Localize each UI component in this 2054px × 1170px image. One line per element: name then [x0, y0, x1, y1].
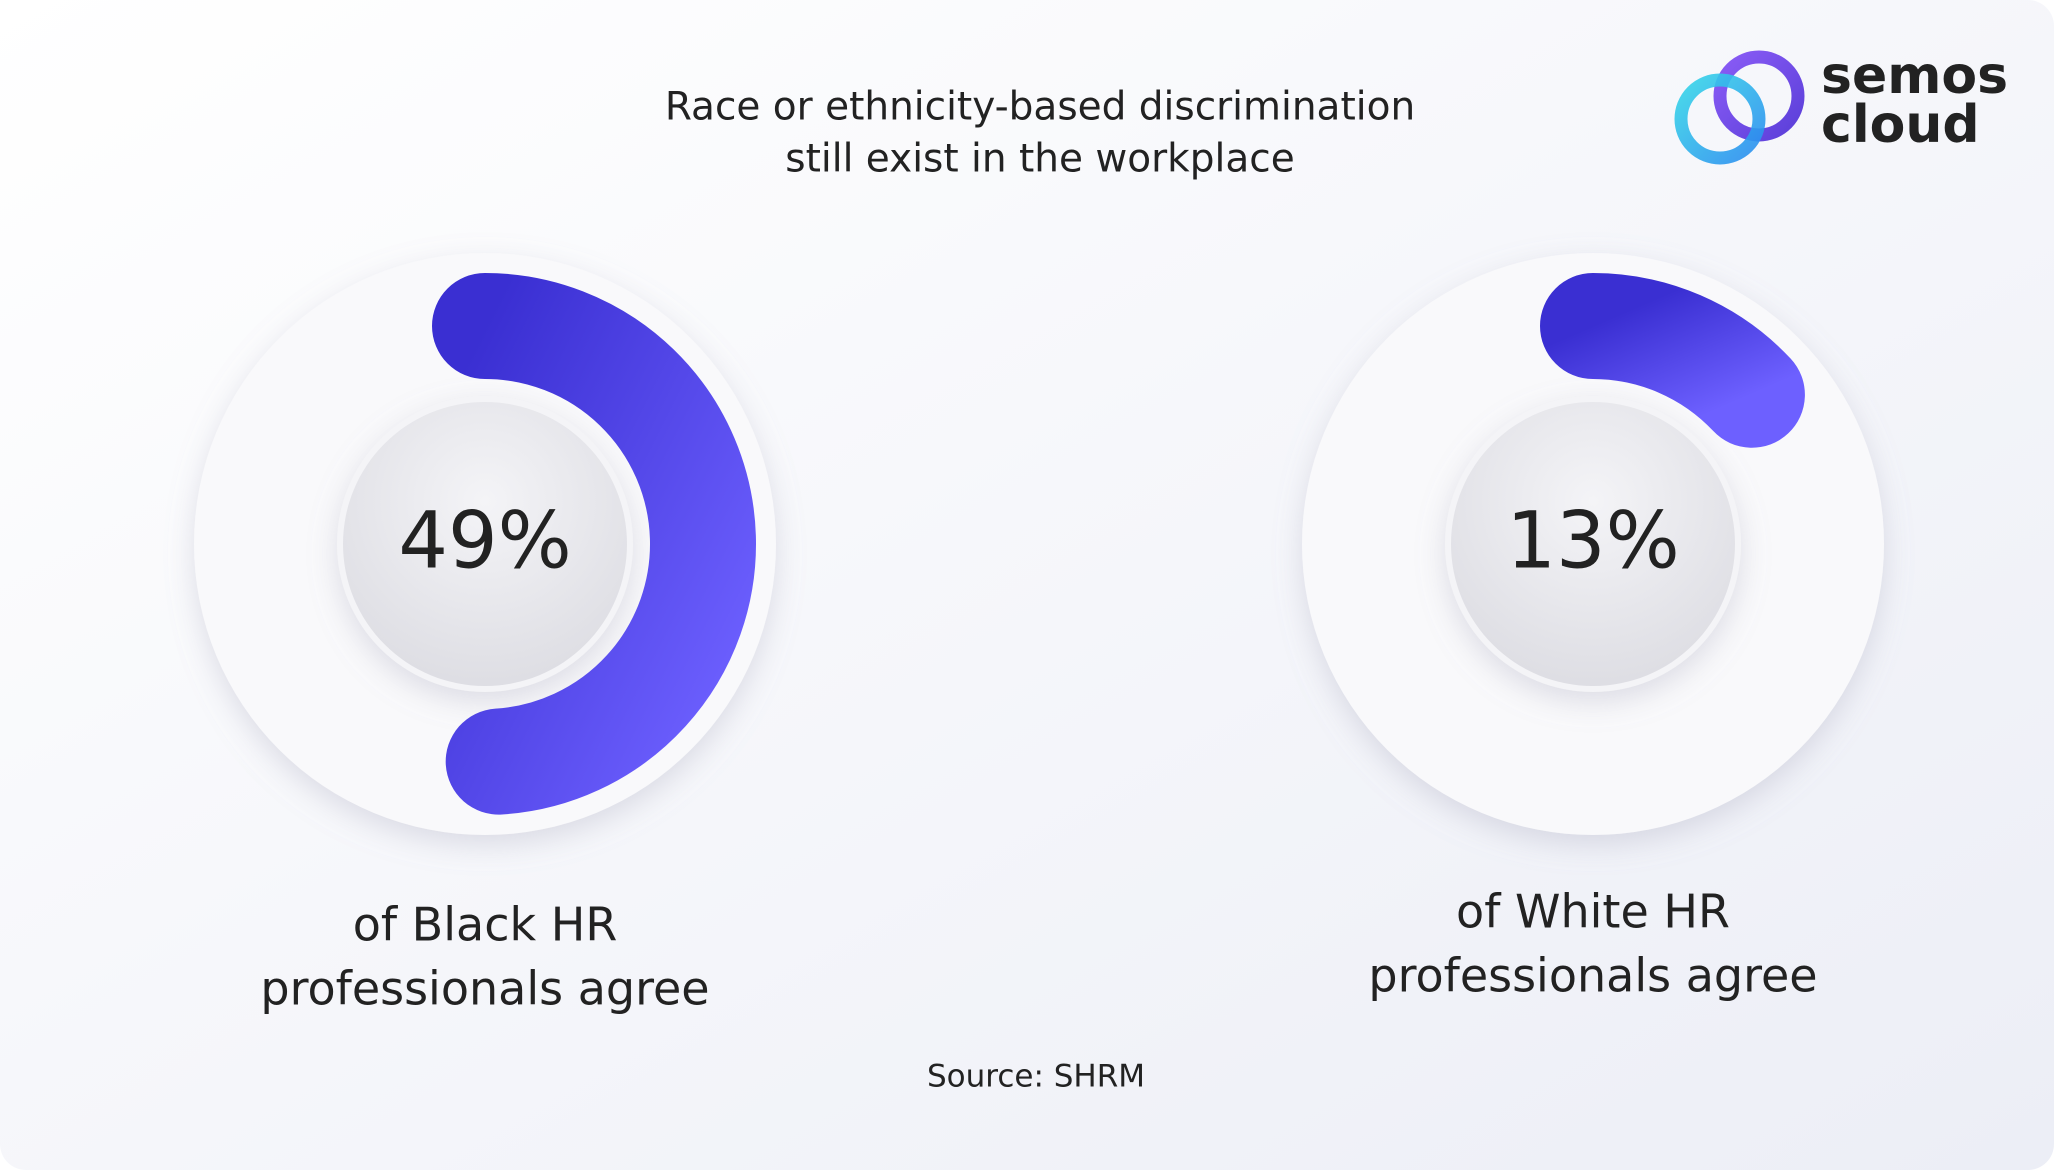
caption: professionals agree: [260, 962, 709, 1016]
donut-hole-inner: [1451, 402, 1735, 686]
title-line: Race or ethnicity-based discrimination: [665, 85, 1415, 130]
logo-text: semos: [1821, 46, 2008, 106]
value-label: 49%: [398, 496, 571, 586]
donut-hole-inner: [343, 402, 627, 686]
source: Source: SHRM: [927, 1059, 1145, 1095]
caption: professionals agree: [1368, 949, 1817, 1003]
donut-arc: [432, 273, 756, 815]
donut-arc: [1540, 273, 1805, 448]
caption: of White HR: [1456, 885, 1730, 939]
title-line: still exist in the workplace: [785, 137, 1294, 182]
logo-ring: [1674, 73, 1766, 165]
caption: of Black HR: [353, 898, 618, 952]
logo: semos cloud: [1674, 46, 2008, 165]
value-label: 13%: [1506, 496, 1679, 586]
logo-text: cloud: [1821, 95, 1980, 155]
